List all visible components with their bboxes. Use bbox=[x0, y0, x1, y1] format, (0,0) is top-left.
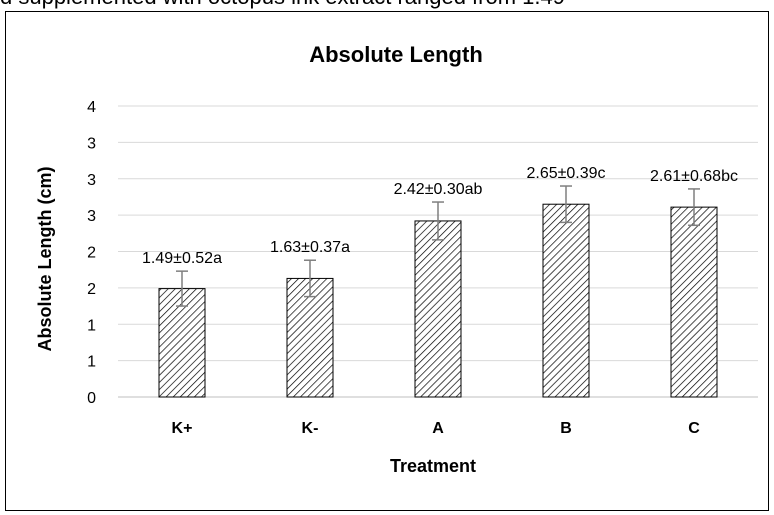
x-axis-label: Treatment bbox=[390, 456, 476, 476]
y-tick-label: 3 bbox=[87, 208, 96, 225]
x-axis-ticks: K+ K- A B C bbox=[172, 420, 701, 437]
data-label: 1.63±0.37a bbox=[270, 239, 350, 256]
bar bbox=[542, 203, 590, 398]
y-tick-label: 3 bbox=[87, 172, 96, 189]
y-axis-label: Absolute Length (cm) bbox=[35, 167, 55, 352]
x-tick-label: C bbox=[688, 420, 700, 437]
x-tick-label: A bbox=[432, 420, 444, 437]
x-tick-label: K+ bbox=[172, 420, 193, 437]
chart-frame: Absolute Length 0 1 1 2 2 3 3 3 4 1.49±0.52a 1.63… bbox=[5, 11, 769, 511]
bar-chart: Absolute Length 0 1 1 2 2 3 3 3 4 1.49±0.52a 1.63… bbox=[35, 42, 758, 476]
y-tick-label: 1 bbox=[87, 317, 96, 334]
y-tick-label: 2 bbox=[87, 245, 96, 262]
chart-title: Absolute Length bbox=[309, 42, 483, 67]
y-tick-label: 0 bbox=[87, 390, 96, 407]
data-label: 2.65±0.39c bbox=[526, 165, 605, 182]
y-axis-ticks: 0 1 1 2 2 3 3 3 4 bbox=[87, 99, 96, 407]
data-label: 1.49±0.52a bbox=[142, 250, 222, 267]
data-label: 2.42±0.30ab bbox=[394, 181, 483, 198]
y-tick-label: 3 bbox=[87, 135, 96, 152]
x-tick-label: K- bbox=[302, 420, 319, 437]
preceding-document-text: d supplemented with octopus ink extract … bbox=[0, 0, 774, 10]
y-tick-label: 1 bbox=[87, 354, 96, 371]
y-tick-label: 2 bbox=[87, 281, 96, 298]
bar bbox=[414, 220, 462, 398]
bars: 1.49±0.52a 1.63±0.37a 2.42±0.30ab 2.65±0.39… bbox=[142, 165, 738, 398]
y-tick-label: 4 bbox=[87, 99, 96, 116]
x-tick-label: B bbox=[560, 420, 572, 437]
bar bbox=[670, 206, 718, 398]
data-label: 2.61±0.68bc bbox=[650, 168, 738, 185]
